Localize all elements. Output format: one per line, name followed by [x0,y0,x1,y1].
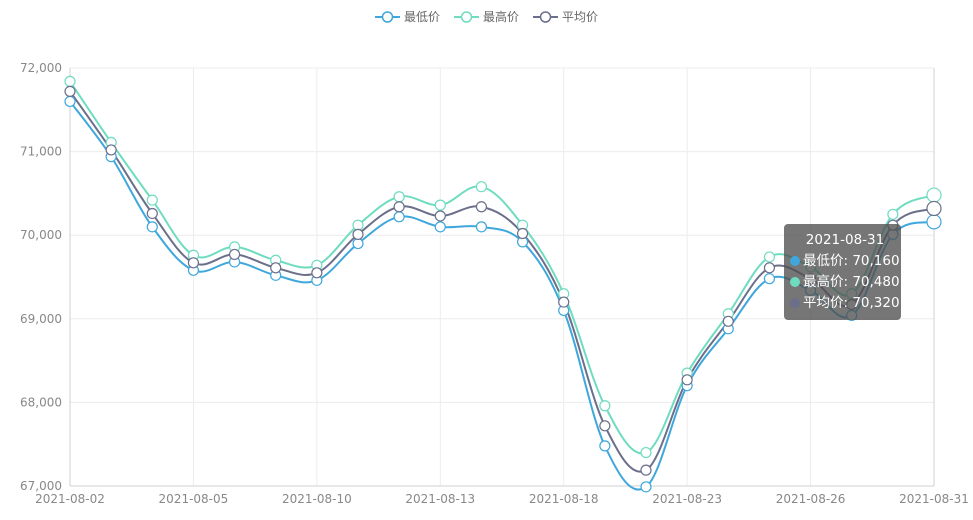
x-tick-label: 2021-08-18 [529,492,599,506]
data-point-high [763,251,776,263]
data-point-high [640,446,652,459]
data-point-low [640,481,652,493]
data-point-avg [393,201,405,213]
legend-swatch-avg-icon [533,10,558,23]
data-point-high [64,75,76,87]
data-point-avg [64,85,76,98]
tooltip-row-avg: 平均价: 70,320 [790,293,900,314]
data-point-high [926,187,942,203]
data-point-high [352,219,364,231]
data-point-low [393,211,405,223]
tooltip-dot-avg-icon [790,298,800,308]
legend-item-low[interactable]: 最低价 [374,8,440,25]
data-point-high [475,181,488,193]
data-point-low [352,237,364,250]
data-point-high [599,400,611,412]
data-point-avg [352,228,364,240]
tooltip-date: 2021-08-31 [805,232,885,248]
x-tick-label: 2021-08-26 [776,492,846,506]
data-point-avg [311,267,323,279]
data-point-high [434,199,446,211]
y-tick-label: 70,000 [20,228,62,242]
x-tick-label: 2021-08-05 [159,492,229,506]
data-point-avg [187,257,200,269]
chart-tooltip: 2021-08-31 最低价: 70,160 最高价: 70,480 平均价: … [784,224,901,320]
tooltip-value-low: 最低价: 70,160 [803,253,900,269]
data-point-low [926,214,942,230]
data-point-avg [763,262,776,274]
legend-label-high: 最高价 [482,10,519,24]
data-point-avg [640,464,652,476]
tooltip-value-avg: 平均价: 70,320 [803,295,900,311]
data-point-low [64,95,76,108]
y-tick-label: 67,000 [20,479,62,493]
data-point-high [393,191,405,203]
tooltip-row-high: 最高价: 70,480 [790,272,900,293]
data-point-avg [105,144,117,156]
x-tick-label: 2021-08-13 [405,492,475,506]
data-point-low [599,440,611,452]
tooltip-row-low: 最低价: 70,160 [790,251,900,272]
data-point-avg [146,207,158,220]
x-tick-label: 2021-08-23 [652,492,722,506]
x-tick-label: 2021-08-31 [899,492,969,506]
data-point-avg [599,420,611,432]
x-tick-label: 2021-08-10 [282,492,352,506]
data-point-avg [722,315,734,327]
legend-label-low: 最低价 [403,10,440,24]
tooltip-dot-high-icon [790,277,800,287]
data-point-avg [228,248,241,261]
legend-item-avg[interactable]: 平均价 [533,8,598,25]
data-point-low [763,273,776,285]
legend-swatch-low-icon [374,10,400,23]
data-point-avg [926,200,942,217]
chart-legend: 最低价 最高价 平均价 [0,8,973,25]
data-point-low [475,221,488,233]
data-point-high [887,208,899,220]
tooltip-dot-low-icon [790,256,800,266]
y-tick-label: 72,000 [20,61,62,75]
data-point-avg [270,262,282,274]
legend-swatch-high-icon [453,10,479,23]
x-tick-label: 2021-08-02 [35,492,105,506]
legend-label-avg: 平均价 [562,10,599,24]
y-tick-label: 69,000 [20,312,62,326]
y-tick-label: 71,000 [20,145,62,159]
data-point-high [146,194,158,206]
tooltip-value-high: 最高价: 70,480 [803,274,900,290]
data-point-avg [475,201,488,213]
y-tick-label: 68,000 [20,395,62,409]
data-point-low [434,221,446,233]
data-point-avg [681,374,693,386]
data-point-low [146,221,158,233]
data-point-avg [516,227,529,240]
legend-item-high[interactable]: 最高价 [453,8,519,25]
data-point-avg [434,210,446,222]
data-point-avg [558,296,570,308]
